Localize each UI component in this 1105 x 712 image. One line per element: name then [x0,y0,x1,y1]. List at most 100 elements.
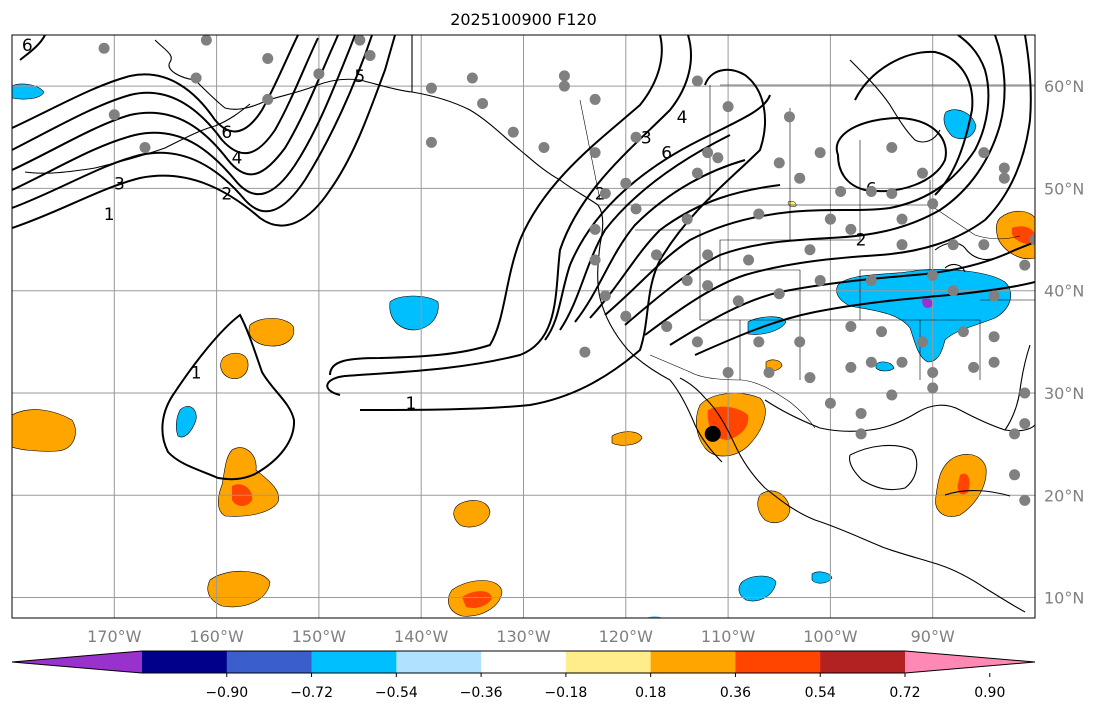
station-dot [916,167,928,179]
anomaly-area [462,591,492,608]
alaska-panhandle [411,91,599,206]
colorbar-segment [481,651,567,673]
station-dot [538,142,550,154]
station-dot [855,428,867,440]
station-dot [477,98,489,110]
station-dot [691,336,703,348]
map-panel: 132465636426211 [12,35,1035,618]
contour-line [624,35,1006,326]
station-dot [814,274,826,286]
anomaly-area [922,298,933,308]
station-dot [978,147,990,159]
contour-line [544,94,771,341]
province-borders [579,84,1035,205]
station-dot [845,223,857,235]
yucatan [848,444,918,491]
station-dot [630,203,642,215]
station-dot [794,172,806,184]
station-dot [824,213,836,225]
contour-label: 1 [104,205,115,225]
plot-title: 2025100900 F120 [450,10,597,29]
contour-label: 6 [22,36,33,56]
station-dot [620,310,632,322]
colorbar-segment [820,651,906,673]
station-dot [1019,494,1031,506]
station-dot [916,336,928,348]
colorbar-tick-label: 0.90 [974,685,1005,701]
station-dot [814,147,826,159]
station-dot [865,274,877,286]
hudson-bay [849,59,941,143]
contour-line [854,50,974,196]
station-dot [702,280,714,292]
contour-line [359,68,766,411]
station-dot [865,356,877,368]
anomaly-area [389,295,439,331]
colorbar-tick-label: 0.54 [805,685,836,701]
station-dot [835,185,847,197]
colorbar-segment [735,651,821,673]
colorbar-extend-high [905,651,1035,673]
anomaly-area [12,409,76,452]
station-dot [804,244,816,256]
contour-line [604,35,990,316]
station-dot [661,321,673,332]
station-dot [650,249,662,261]
station-dot [702,249,714,261]
canada-west-coast [597,204,671,381]
anomaly-area [453,500,491,528]
station-dot [702,147,714,159]
station-dot [998,162,1010,174]
station-dot [947,239,959,251]
station-dot [988,290,1000,302]
anomaly-area [757,490,791,523]
alaska-coast [154,35,413,110]
station-dot [558,70,570,82]
colorbar-tick-label: 0.36 [720,685,751,701]
station-dot [845,321,857,332]
station-dot [558,80,570,92]
contour-line [574,159,746,323]
anomaly-area [811,571,833,584]
station-dot [466,72,478,84]
anomaly-area [1012,226,1035,245]
longitude-tick-label: 130°W [496,627,551,646]
mexico-west-coast [704,397,941,566]
colorbar-tick-label: −0.54 [375,685,418,701]
contour-lines [12,35,1035,481]
latitude-tick-label: 10°N [1044,589,1084,608]
central-america [939,564,1026,613]
longitude-tick-label: 140°W [394,627,449,646]
longitude-tick-label: 100°W [803,627,858,646]
station-dot [691,75,703,87]
longitude-tick-label: 120°W [599,627,654,646]
contour-line [12,35,396,229]
station-dot [773,288,785,300]
station-dot [773,157,785,169]
colorbar-segment [142,651,228,673]
longitude-tick-label: 160°W [189,627,244,646]
contour-label: 2 [221,185,232,205]
contour-label: 6 [221,123,232,143]
colorbar-tick-label: −0.90 [205,685,248,701]
station-dot [262,93,274,105]
station-dot [425,82,437,94]
station-dot [927,269,939,281]
station-dot [1019,418,1031,430]
contour-line [329,35,663,376]
station-dot [589,93,601,105]
contour-line [12,35,356,196]
colorbar-extend-low [12,651,142,673]
contour-line [559,134,731,331]
latitude-labels: 60°N 50°N 40°N 30°N 20°N 10°N [1044,77,1084,607]
graticule [12,35,1035,618]
contour-label: 4 [677,108,688,128]
cuba [944,490,1011,497]
contour-label: 1 [191,364,202,384]
station-dot [139,142,151,154]
station-dot [98,42,110,54]
station-dot [763,367,775,379]
station-dot [1019,387,1031,399]
colorbar-segment [650,651,736,673]
station-dot [589,223,601,235]
